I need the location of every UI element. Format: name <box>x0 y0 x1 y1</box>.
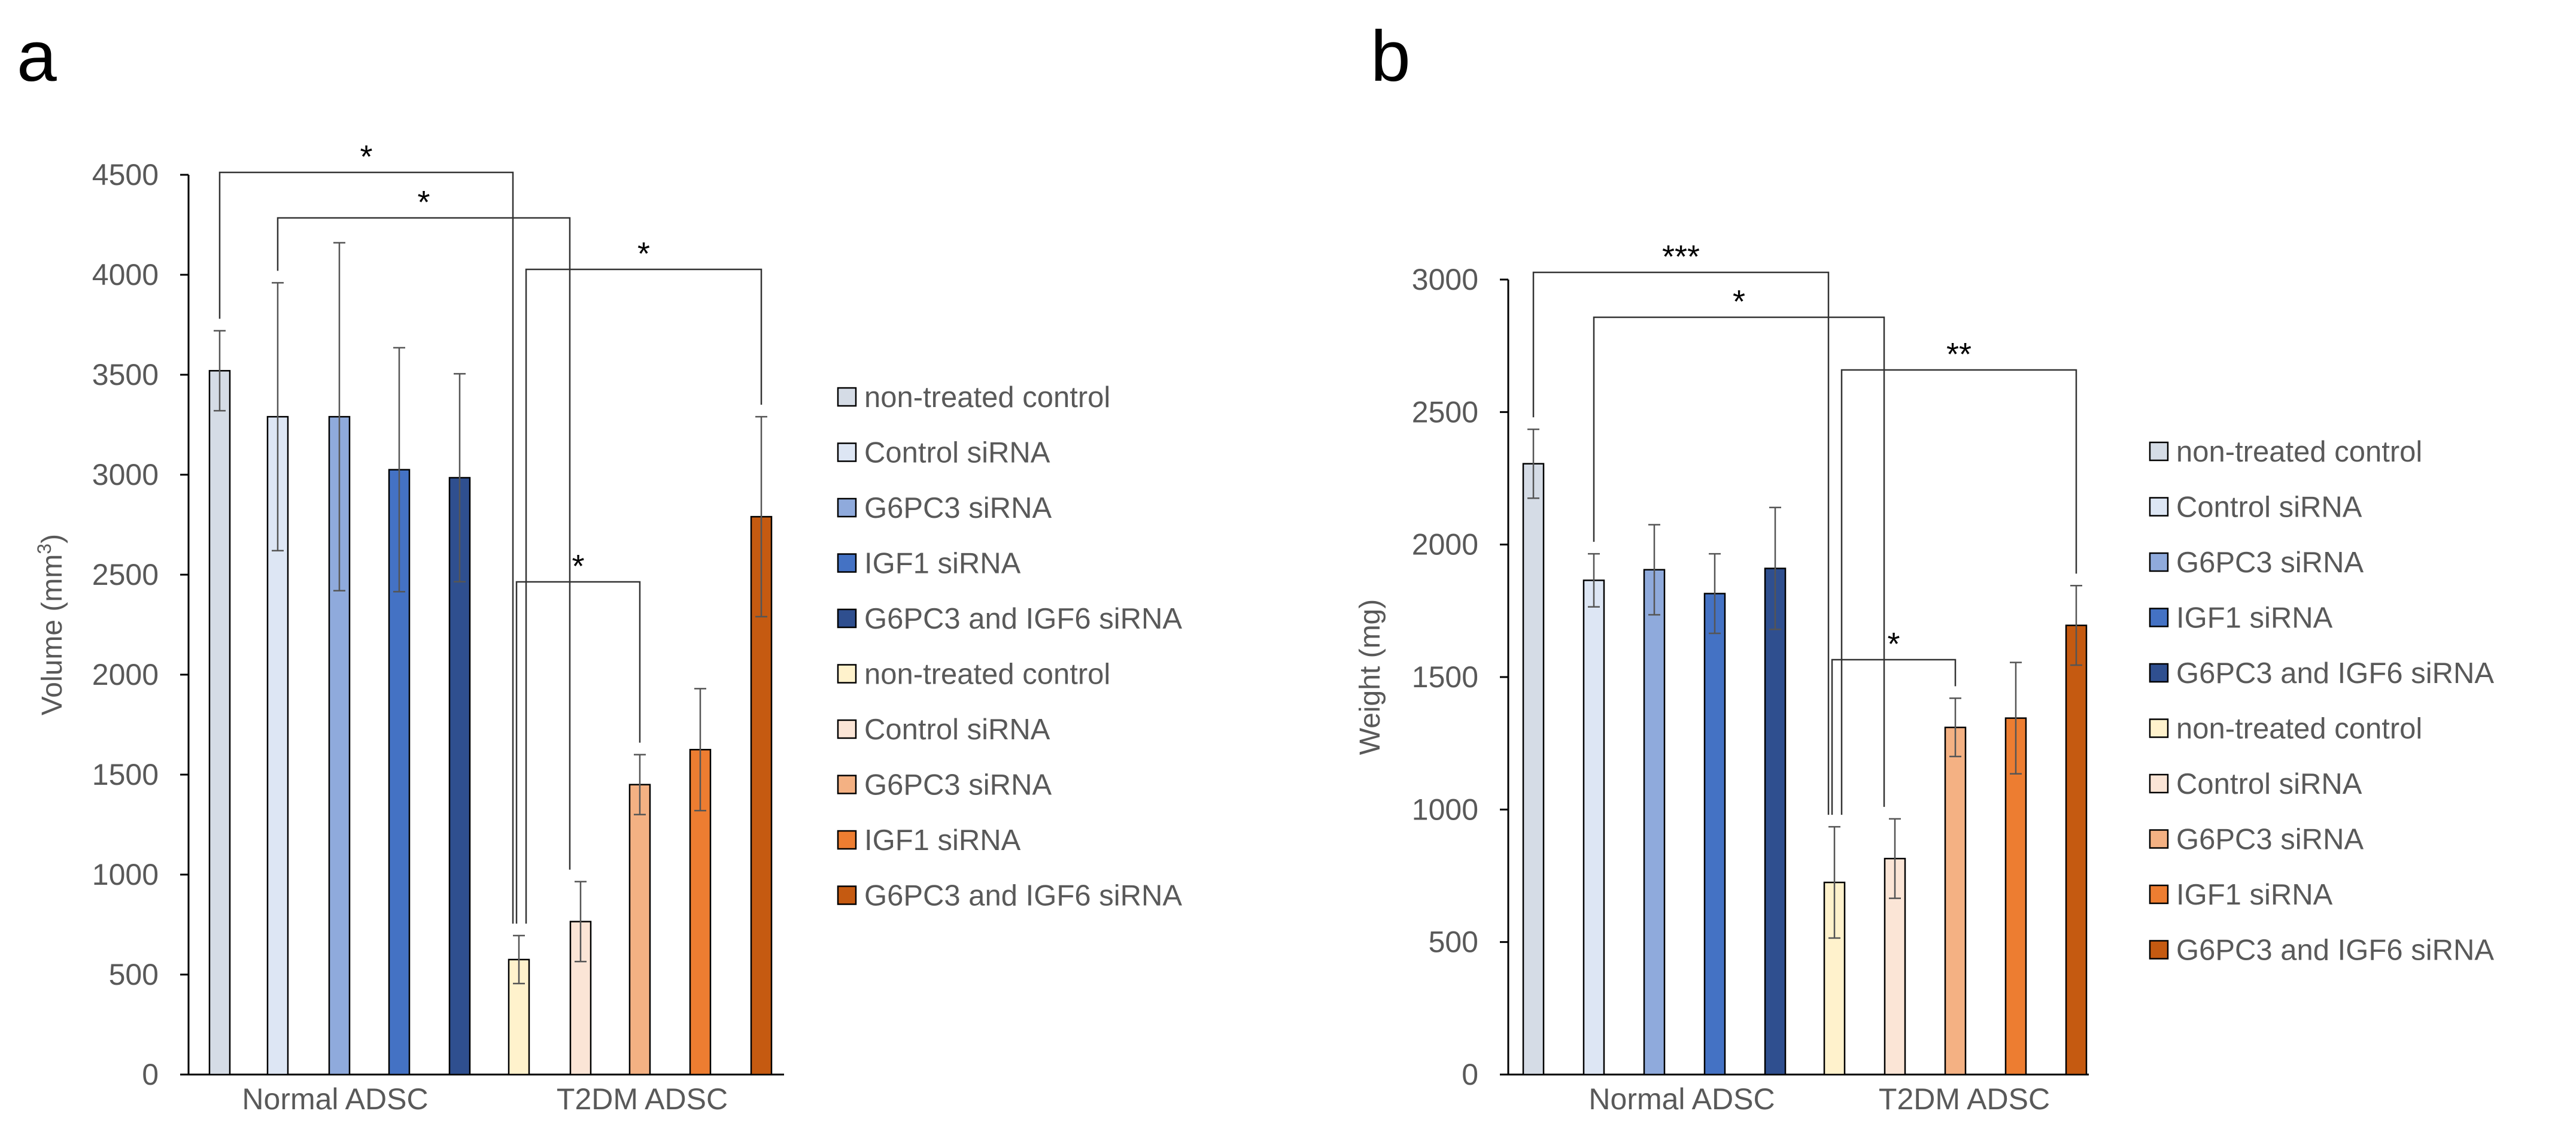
legend-label-g6pc3-and-igf6-sirna: G6PC3 and IGF6 siRNA <box>864 880 1182 912</box>
significance-label: * <box>360 139 372 175</box>
significance-label: * <box>1733 284 1745 320</box>
legend-label-igf1-sirna: IGF1 siRNA <box>864 548 1021 580</box>
y-tick-label: 1000 <box>1412 793 1478 826</box>
legend-label-g6pc3-and-igf6-sirna: G6PC3 and IGF6 siRNA <box>864 603 1182 635</box>
bar-t2dm-adsc-g6pc3-and-igf6-sirna <box>2065 624 2088 1076</box>
bar-normal-adsc-igf1-sirna <box>1703 593 1726 1076</box>
significance-bracket <box>515 581 641 924</box>
panel-label-b: b <box>1371 16 1411 96</box>
legend-swatch-g6pc3-and-igf6-sirna <box>837 608 857 629</box>
x-category-label: T2DM ADSC <box>1879 1082 2050 1116</box>
legend-swatch-control-sirna <box>837 442 857 462</box>
legend-swatch-g6pc3-and-igf6-sirna <box>2149 940 2169 960</box>
y-tick-label: 3500 <box>92 358 159 392</box>
y-tick-label: 1000 <box>92 858 159 891</box>
significance-bracket <box>525 268 763 924</box>
significance-bracket <box>1831 658 1957 815</box>
chart-panel-a: a 0 500 1000 1500 2000 2500 3000 3500 4000 4500 Vol… <box>17 16 1182 1116</box>
legend-label-g6pc3-sirna: G6PC3 siRNA <box>2176 547 2364 579</box>
y-tick-label: 3000 <box>92 458 159 491</box>
legend-label-control-sirna: Control siRNA <box>864 437 1050 469</box>
y-axis-title-superscript: 3 <box>34 544 55 554</box>
legend-swatch-control-sirna <box>2149 497 2169 517</box>
y-axis-title-text: Weight (mg) <box>1354 599 1386 755</box>
legend-label-igf1-sirna: IGF1 siRNA <box>864 824 1021 857</box>
significance-bracket <box>1840 369 2077 815</box>
legend-swatch-control-sirna <box>837 719 857 739</box>
legend-label-g6pc3-and-igf6-sirna: G6PC3 and IGF6 siRNA <box>2176 657 2494 690</box>
bar-t2dm-adsc-g6pc3-sirna <box>628 784 651 1076</box>
significance-bracket <box>218 171 514 924</box>
y-tick-label: 3000 <box>1412 263 1478 296</box>
legend-swatch-igf1-sirna <box>837 830 857 850</box>
legend-swatch-non-treated-control <box>837 664 857 684</box>
legend-label-non-treated-control: non-treated control <box>2176 713 2422 745</box>
y-tick-label: 500 <box>1429 925 1478 959</box>
y-tick-label: 0 <box>142 1058 159 1091</box>
significance-bracket <box>1593 316 1885 807</box>
y-axis-title: Volume (mm3) <box>34 534 68 715</box>
y-tick-label: 1500 <box>92 758 159 791</box>
legend-swatch-g6pc3-and-igf6-sirna <box>837 885 857 905</box>
legend-swatch-non-treated-control <box>2149 718 2169 738</box>
significance-bracket <box>277 217 571 870</box>
significance-label: ** <box>1946 336 1972 372</box>
legend-swatch-g6pc3-sirna <box>837 497 857 518</box>
legend-label-non-treated-control: non-treated control <box>864 381 1110 414</box>
bar-t2dm-adsc-g6pc3-sirna <box>1944 726 1967 1076</box>
significance-label: * <box>1887 626 1900 662</box>
legend-label-igf1-sirna: IGF1 siRNA <box>2176 602 2333 635</box>
legend-label-g6pc3-sirna: G6PC3 siRNA <box>2176 824 2364 856</box>
bar-normal-adsc-control-sirna <box>1582 579 1605 1076</box>
y-axis-title-close: ) <box>37 534 68 544</box>
y-tick-label: 4500 <box>92 158 159 192</box>
x-category-label: Normal ADSC <box>1588 1082 1775 1116</box>
legend-swatch-g6pc3-and-igf6-sirna <box>2149 663 2169 683</box>
significance-bracket <box>1532 271 1830 815</box>
y-tick-label: 2500 <box>92 558 159 591</box>
legend-label-g6pc3-and-igf6-sirna: G6PC3 and IGF6 siRNA <box>2176 934 2494 967</box>
legend-label-non-treated-control: non-treated control <box>864 658 1110 691</box>
bar-normal-adsc-non-treated-control <box>208 370 231 1076</box>
legend-swatch-igf1-sirna <box>837 553 857 573</box>
significance-label: *** <box>1662 239 1700 275</box>
y-tick-label: 1500 <box>1412 660 1478 694</box>
significance-label: * <box>637 236 650 272</box>
legend-swatch-g6pc3-sirna <box>2149 829 2169 849</box>
significance-label: * <box>572 548 584 584</box>
legend-label-non-treated-control: non-treated control <box>2176 436 2422 468</box>
y-axis-title: Weight (mg) <box>1354 599 1386 755</box>
panel-label-a: a <box>17 16 57 96</box>
y-tick-label: 2500 <box>1412 395 1478 429</box>
y-tick-label: 4000 <box>92 258 159 292</box>
bar-t2dm-adsc-g6pc3-and-igf6-sirna <box>750 515 773 1076</box>
legend-swatch-igf1-sirna <box>2149 608 2169 627</box>
y-tick-label: 500 <box>109 958 159 991</box>
x-category-label: T2DM ADSC <box>557 1082 728 1116</box>
significance-label: * <box>417 184 430 220</box>
bar-normal-adsc-g6pc3-and-igf6-sirna <box>1764 568 1787 1076</box>
y-tick-label: 2000 <box>92 658 159 691</box>
x-category-label: Normal ADSC <box>242 1082 428 1116</box>
legend-swatch-non-treated-control <box>2149 441 2169 462</box>
legend-label-g6pc3-sirna: G6PC3 siRNA <box>864 769 1052 802</box>
y-tick-label: 0 <box>1462 1058 1478 1091</box>
legend-swatch-g6pc3-sirna <box>837 775 857 794</box>
legend-label-g6pc3-sirna: G6PC3 siRNA <box>864 492 1052 524</box>
legend-swatch-igf1-sirna <box>2149 884 2169 905</box>
chart-panel-b: b 0 500 1000 1500 2000 2500 3000 Weight (mg) Norm… <box>1354 16 2494 1116</box>
legend-label-igf1-sirna: IGF1 siRNA <box>2176 879 2333 911</box>
legend-label-control-sirna: Control siRNA <box>2176 491 2362 524</box>
bar-normal-adsc-g6pc3-sirna <box>1643 569 1666 1076</box>
legend-label-control-sirna: Control siRNA <box>864 714 1050 746</box>
y-axis-title-text: Volume (mm <box>37 554 68 715</box>
bar-normal-adsc-non-treated-control <box>1522 463 1545 1076</box>
bar-t2dm-adsc-igf1-sirna <box>2004 717 2027 1076</box>
legend-swatch-control-sirna <box>2149 773 2169 794</box>
legend-label-control-sirna: Control siRNA <box>2176 768 2362 800</box>
y-tick-label: 2000 <box>1412 528 1478 562</box>
legend-swatch-non-treated-control <box>837 387 857 407</box>
legend-swatch-g6pc3-sirna <box>2149 552 2169 572</box>
